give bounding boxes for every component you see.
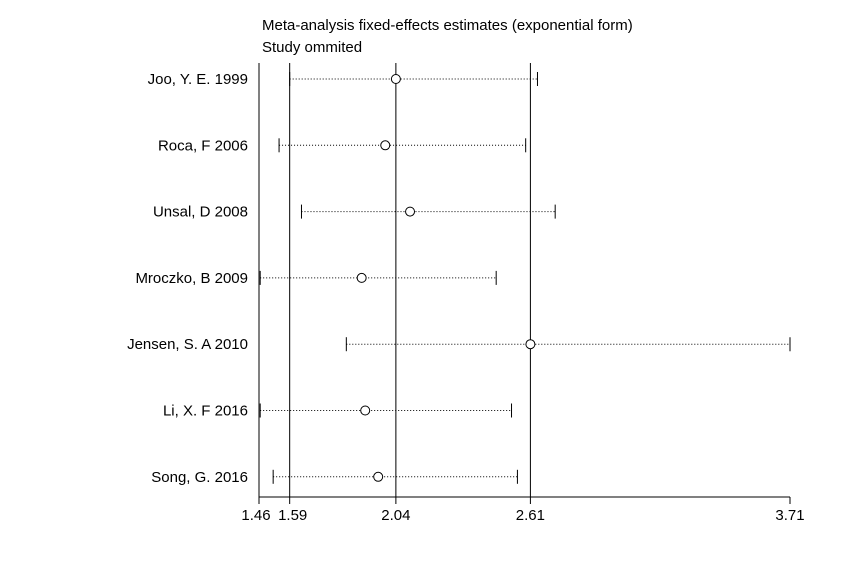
x-tick-label: 1.59: [278, 507, 307, 524]
study-row: Mroczko, B 2009: [135, 270, 497, 287]
study-row: Song, G. 2016: [151, 469, 518, 486]
x-tick-label: 2.04: [381, 507, 410, 524]
point-estimate-marker: [356, 272, 367, 283]
study-row: Jensen, S. A 2010: [127, 336, 791, 353]
x-tick-label: 3.71: [775, 507, 804, 524]
study-row: Unsal, D 2008: [153, 204, 556, 221]
point-estimate-marker: [525, 339, 536, 350]
study-row: Roca, F 2006: [158, 137, 527, 154]
study-label: Song, G. 2016: [151, 469, 248, 486]
study-label: Roca, F 2006: [158, 137, 248, 154]
chart-subtitle: Study ommited: [262, 39, 363, 56]
study-label: Mroczko, B 2009: [135, 270, 248, 287]
x-tick-label: 1.46: [241, 507, 270, 524]
study-label: Li, X. F 2016: [163, 403, 248, 420]
study-label: Jensen, S. A 2010: [127, 336, 248, 353]
point-estimate-marker: [373, 471, 384, 482]
reference-lines: [258, 63, 531, 497]
x-tick-label: 2.61: [516, 507, 545, 524]
point-estimate-marker: [390, 74, 401, 84]
point-estimate-marker: [360, 405, 371, 416]
x-axis: 1.46 1.59 2.04 2.61 3.71: [241, 496, 805, 524]
study-rows: Joo, Y. E. 1999 Roca, F 2006 Unsal, D 2008…: [127, 71, 791, 486]
study-label: Unsal, D 2008: [153, 204, 248, 221]
study-row: Joo, Y. E. 1999: [148, 71, 538, 88]
point-estimate-marker: [405, 206, 416, 217]
study-label: Joo, Y. E. 1999: [148, 71, 248, 88]
chart-title: Meta-analysis fixed-effects estimates (e…: [262, 17, 633, 34]
study-row: Li, X. F 2016: [163, 403, 513, 420]
point-estimate-marker: [380, 140, 391, 151]
